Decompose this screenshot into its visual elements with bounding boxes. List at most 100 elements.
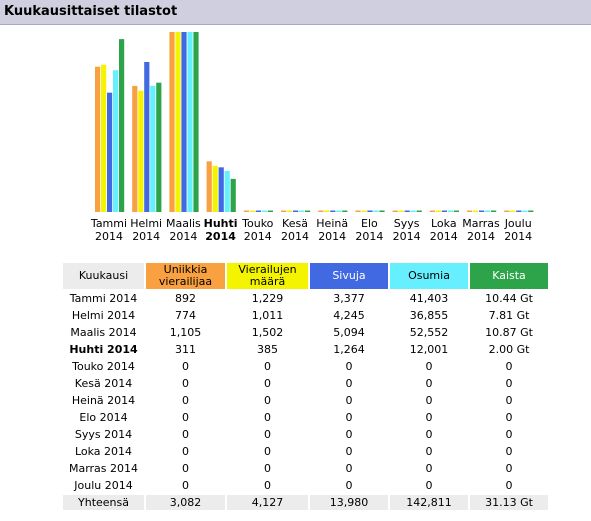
- month-label: Loka 2014: [429, 217, 458, 243]
- month-label: Helmi 2014: [130, 217, 163, 243]
- bar-2-0: [107, 92, 113, 212]
- bar-0-2: [169, 32, 175, 212]
- section-title: Kuukausittaiset tilastot: [4, 4, 178, 19]
- cell-pages: 0: [345, 411, 353, 424]
- cell-unique: 0: [182, 462, 189, 475]
- bar-2-2: [181, 32, 187, 212]
- bar-2-1: [144, 62, 150, 212]
- bar-3-10: [485, 210, 491, 212]
- cell-month: Touko 2014: [72, 360, 135, 373]
- header-month: Kuukausi: [63, 263, 144, 289]
- month-label: Maalis 2014: [165, 217, 201, 243]
- bar-3-5: [299, 210, 305, 212]
- bar-1-3: [212, 165, 218, 212]
- bar-1-8: [398, 210, 404, 212]
- bar-1-6: [324, 210, 330, 212]
- bar-3-2: [187, 32, 193, 212]
- cell-month: Helmi 2014: [71, 309, 136, 322]
- total-row: Yhteensä 3,082 4,127 13,980 142,811 31.13 Gt: [63, 495, 548, 510]
- bar-0-11: [504, 210, 510, 212]
- month-label: Tammi 2014: [90, 217, 128, 243]
- cell-unique: 0: [182, 411, 189, 424]
- cell-bw: 7.81 Gt: [488, 309, 530, 322]
- header-visits: Vierailujen määrä: [227, 263, 308, 289]
- month-label: Elo 2014: [355, 217, 384, 243]
- table-row: Helmi 2014 774 1,011 4,245 36,855 7.81 Gt: [63, 308, 548, 323]
- bar-1-11: [510, 210, 516, 212]
- cell-pages: 0: [345, 445, 353, 458]
- cell-pages: 4,245: [333, 309, 365, 322]
- cell-unique: 311: [175, 343, 196, 356]
- bar-1-4: [249, 210, 255, 212]
- cell-bw: 0: [505, 360, 513, 373]
- cell-visits: 0: [264, 428, 271, 441]
- bar-0-0: [95, 66, 101, 212]
- bar-4-2: [193, 32, 199, 212]
- cell-bw: 0: [505, 428, 513, 441]
- bar-2-5: [293, 210, 299, 212]
- cell-pages: 0: [345, 394, 353, 407]
- cell-visits: 1,011: [251, 309, 284, 322]
- table-header-row: Kuukausi Uniikkia vierailijaa Vierailuje…: [63, 263, 548, 289]
- month-label: Huhti 2014: [203, 217, 238, 243]
- cell-unique: 0: [182, 394, 189, 407]
- cell-visits: 1,229: [251, 292, 284, 305]
- cell-hits: 0: [425, 411, 433, 424]
- bar-4-4: [267, 210, 273, 212]
- table-row: Heinä 2014 0 0 0 0 0: [63, 393, 548, 408]
- bar-1-9: [435, 210, 441, 212]
- cell-month: Yhteensä: [63, 495, 144, 510]
- bar-4-1: [156, 82, 162, 212]
- cell-hits: 12,001: [409, 343, 449, 356]
- cell-hits: 0: [425, 445, 433, 458]
- table-row: Touko 2014 0 0 0 0 0: [63, 359, 548, 374]
- cell-bw: 0: [505, 394, 513, 407]
- cell-unique: 1,105: [169, 326, 202, 339]
- bar-3-4: [261, 210, 267, 212]
- cell-pages: 0: [345, 428, 353, 441]
- bar-0-4: [243, 210, 249, 212]
- cell-month: Marras 2014: [68, 462, 139, 475]
- cell-month: Tammi 2014: [69, 292, 138, 305]
- cell-visits: 385: [257, 343, 278, 356]
- bar-3-3: [224, 170, 230, 212]
- bar-2-9: [441, 210, 447, 212]
- table-row: Syys 2014 0 0 0 0 0: [63, 427, 548, 442]
- bar-4-3: [230, 178, 236, 212]
- cell-month: Joulu 2014: [74, 479, 133, 492]
- cell-month: Elo 2014: [79, 411, 128, 424]
- bar-2-10: [479, 210, 485, 212]
- cell-bw: 2.00 Gt: [488, 343, 530, 356]
- bar-1-1: [138, 90, 144, 212]
- cell-visits: 0: [264, 360, 271, 373]
- cell-month: Maalis 2014: [70, 326, 137, 339]
- month-label: Kesä 2014: [281, 217, 309, 243]
- cell-pages: 13,980: [310, 495, 388, 510]
- cell-bw: 0: [505, 411, 513, 424]
- bar-3-8: [410, 210, 416, 212]
- bar-2-8: [404, 210, 410, 212]
- cell-unique: 0: [182, 479, 189, 492]
- bar-4-5: [305, 210, 311, 212]
- cell-visits: 1,502: [251, 326, 284, 339]
- bar-3-1: [150, 85, 156, 212]
- bar-0-5: [281, 210, 287, 212]
- bar-4-8: [416, 210, 422, 212]
- bar-2-7: [367, 210, 373, 212]
- cell-visits: 4,127: [227, 495, 308, 510]
- bar-4-11: [528, 210, 534, 212]
- cell-bw: 10.87 Gt: [485, 326, 533, 339]
- monthly-stats-table: Kuukausi Uniikkia vierailijaa Vierailuje…: [61, 261, 550, 512]
- month-label: Syys 2014: [392, 217, 421, 243]
- bar-1-2: [175, 32, 181, 212]
- bar-1-5: [287, 210, 293, 212]
- cell-visits: 0: [264, 411, 271, 424]
- cell-hits: 0: [425, 462, 433, 475]
- bar-1-0: [101, 64, 107, 213]
- bar-2-11: [516, 210, 522, 212]
- bar-2-3: [218, 167, 224, 212]
- month-label: Marras 2014: [462, 217, 500, 243]
- bar-1-7: [361, 210, 367, 212]
- table-row: Tammi 2014 892 1,229 3,377 41,403 10.44 Gt: [63, 291, 548, 306]
- cell-pages: 5,094: [333, 326, 365, 339]
